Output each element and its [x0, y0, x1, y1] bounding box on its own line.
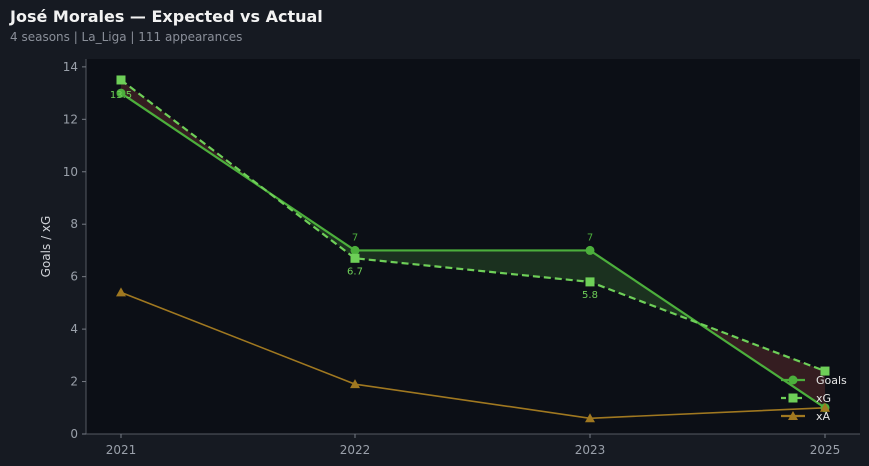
legend: Goals xG xA — [781, 374, 847, 423]
data-label: 5.8 — [582, 290, 598, 301]
legend-marker — [788, 375, 798, 385]
data-label: 13.5 — [110, 90, 132, 101]
fill-over-expected — [355, 250, 590, 282]
marker-xa — [820, 402, 830, 412]
marker-goals — [350, 245, 360, 255]
marker-goals — [585, 245, 595, 255]
data-labels: 7 7 13.5 6.7 5.8 — [110, 90, 598, 301]
axes: 0 2 4 6 8 10 12 14 2021 2022 2023 2025 — [63, 59, 860, 457]
marker-goals — [116, 88, 126, 98]
legend-label: xA — [816, 410, 831, 423]
x-tick-label: 2022 — [340, 443, 371, 457]
y-tick-label: 0 — [70, 427, 78, 441]
data-label: 7 — [352, 232, 358, 243]
plot-area — [86, 59, 860, 434]
x-tick-label: 2023 — [575, 443, 606, 457]
y-tick-label: 12 — [63, 112, 78, 126]
x-tick-label: 2021 — [106, 443, 137, 457]
series-markers — [116, 75, 830, 423]
legend-label: Goals — [816, 374, 847, 387]
series-line-xa — [120, 291, 826, 420]
marker-xg — [350, 253, 360, 263]
marker-xa — [116, 287, 126, 297]
y-tick-label: 14 — [63, 60, 78, 74]
y-tick-label: 6 — [70, 270, 78, 284]
legend-marker — [788, 411, 798, 420]
legend-marker — [788, 393, 798, 403]
marker-xa — [585, 413, 595, 423]
chart-subtitle: 4 seasons | La_Liga | 111 appearances — [10, 30, 243, 44]
y-tick-label: 10 — [63, 165, 78, 179]
marker-xg — [116, 75, 126, 85]
chart-title: José Morales — Expected vs Actual — [10, 7, 323, 26]
y-tick-label: 8 — [70, 217, 78, 231]
series-line-goals — [120, 92, 826, 409]
legend-label: xG — [816, 392, 831, 405]
y-axis-label: Goals / xG — [39, 216, 53, 278]
series-lines — [120, 79, 826, 420]
y-tick-label: 4 — [70, 322, 78, 336]
data-label: 7 — [587, 232, 593, 243]
marker-xg — [585, 277, 595, 287]
data-label: 6.7 — [347, 266, 363, 277]
marker-xa — [350, 379, 360, 389]
y-tick-label: 2 — [70, 375, 78, 389]
marker-xg — [820, 366, 830, 376]
series-line-xg — [120, 79, 826, 373]
x-tick-label: 2025 — [810, 443, 841, 457]
